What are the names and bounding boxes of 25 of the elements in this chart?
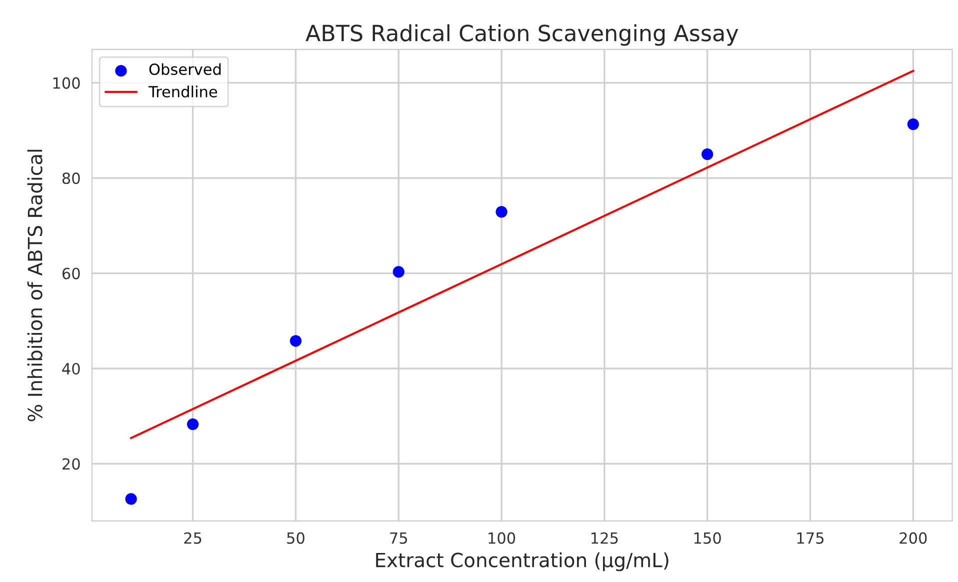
x-tick-label: 100	[488, 532, 516, 544]
chart-title: ABTS Radical Cation Scavenging Assay	[306, 24, 738, 46]
point	[187, 418, 199, 430]
x-tick-label: 150	[694, 532, 721, 544]
point	[702, 148, 714, 160]
x-tick-label: 25	[184, 532, 202, 544]
point	[290, 335, 302, 347]
y-tick-label: 100	[53, 77, 80, 89]
x-axis-title: Extract Concentration (µg/mL)	[376, 552, 668, 572]
point	[125, 493, 137, 505]
legend-label: Observed	[149, 63, 221, 76]
y-tick-label: 60	[62, 268, 80, 280]
x-tick-label: 200	[900, 532, 927, 544]
y-tick-label: 80	[62, 172, 80, 184]
x-tick-label: 75	[390, 532, 408, 544]
y-tick-label: 40	[62, 362, 80, 375]
legend-label: Trendline	[148, 86, 218, 98]
point	[907, 118, 919, 130]
x-tick-label: 125	[592, 532, 618, 544]
x-tick-label: 175	[797, 532, 824, 544]
x-tick-label: 50	[287, 532, 304, 544]
point	[392, 266, 404, 278]
y-axis-title: % Inhibition of ABTS Radical	[27, 150, 42, 422]
point	[496, 206, 508, 218]
y-tick-label: 20	[62, 458, 80, 470]
